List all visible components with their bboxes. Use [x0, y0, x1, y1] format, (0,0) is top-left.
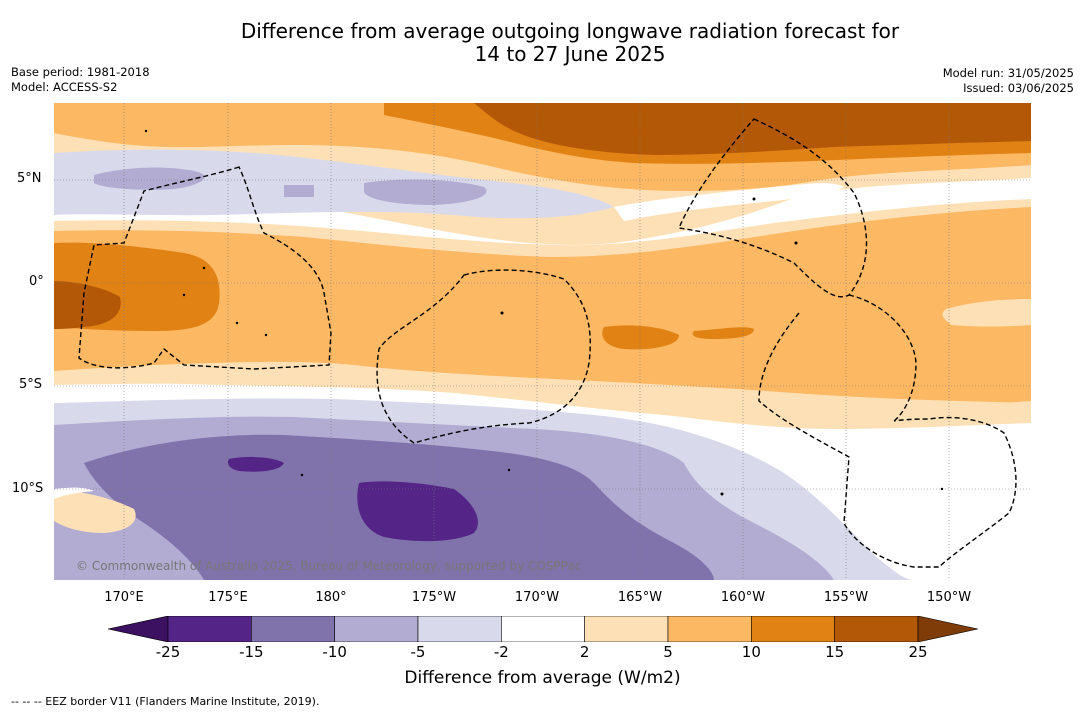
- model-run: Model run: 31/05/2025: [942, 66, 1074, 80]
- lon-tick-175w: 175°W: [411, 590, 457, 605]
- issued-date: Issued: 03/06/2025: [963, 80, 1074, 95]
- colorbar-min-arrow: [108, 616, 169, 642]
- south-deep-purple-area: [357, 481, 478, 542]
- colorbar-segments: [108, 616, 978, 642]
- lon-tick-150w: 150°W: [926, 590, 972, 605]
- graticule: [54, 103, 1031, 580]
- copyright-notice: © Commonwealth of Australia 2025, Bureau…: [76, 559, 582, 573]
- lon-tick-175e: 175°E: [208, 590, 248, 605]
- base-period: Base period: 1981-2018: [11, 65, 150, 79]
- colorbar-tick-label: 25: [908, 643, 928, 661]
- colorbar-segment: [584, 616, 669, 642]
- meta-left: Base period: 1981-2018 Model: ACCESS-S2: [11, 65, 150, 94]
- colorbar-tick-label: -2: [493, 643, 509, 661]
- model-name: Model: ACCESS-S2: [11, 79, 118, 94]
- colorbar-segment: [417, 616, 502, 642]
- colorbar-segment: [167, 616, 252, 642]
- colorbar-segment: [334, 616, 419, 642]
- southwest-light-orange-area: [54, 489, 136, 533]
- colorbar-segment: [834, 616, 919, 642]
- equatorial-orange-band: [54, 207, 1031, 403]
- lon-tick-155w: 155°W: [823, 590, 869, 605]
- olr-anomaly-map: [54, 103, 1031, 580]
- lat-tick-5s: 5°S: [19, 377, 43, 392]
- colorbar-tick-label: 10: [741, 643, 761, 661]
- colorbar-tick-label: -25: [155, 643, 181, 661]
- colorbar: [108, 616, 978, 642]
- colorbar-label: Difference from average (W/m2): [404, 668, 681, 688]
- colorbar-segment: [251, 616, 335, 642]
- colorbar-tick-label: -10: [322, 643, 347, 661]
- title-line-2: 14 to 27 June 2025: [474, 42, 666, 66]
- eez-border-kiribati-gilbert: [78, 166, 332, 370]
- north-lilac-area: [54, 149, 614, 219]
- south-deep-purple-spot: [227, 456, 284, 472]
- lon-tick-165w: 165°W: [617, 590, 663, 605]
- colorbar-tick-label: -5: [410, 643, 426, 661]
- colorbar-segment: [667, 616, 752, 642]
- colorbar-tick-label: -15: [239, 643, 264, 661]
- eez-borders: [78, 118, 1017, 568]
- map-title: Difference from average outgoing longwav…: [0, 20, 1085, 66]
- equatorial-brown-area: [54, 281, 121, 329]
- north-purple-area-2: [364, 179, 487, 205]
- equatorial-dark-orange-spot-1: [602, 325, 680, 350]
- lat-tick-0: 0°: [29, 274, 44, 289]
- colorbar-tick-label: 15: [825, 643, 845, 661]
- island-specks: [144, 129, 944, 496]
- title-line-1: Difference from average outgoing longwav…: [240, 19, 900, 43]
- eez-footnote: -- -- -- EEZ border V11 (Flanders Marine…: [11, 695, 320, 708]
- colorbar-segment: [501, 616, 585, 642]
- colorbar-tick-label: 2: [579, 643, 590, 661]
- colorbar-max-arrow: [917, 616, 978, 642]
- colorbar-tick-label: 5: [663, 643, 673, 661]
- north-purple-area-3: [284, 185, 314, 197]
- southwest-white-gap: [54, 487, 94, 499]
- eez-border-line-islands: [677, 118, 868, 298]
- lat-tick-5n: 5°N: [17, 171, 42, 186]
- lon-tick-170e: 170°E: [104, 590, 144, 605]
- eez-border-tuvalu-tokelau: [376, 269, 591, 444]
- colorbar-segment: [751, 616, 835, 642]
- lat-tick-10s: 10°S: [12, 481, 44, 496]
- eez-border-cook-north: [758, 312, 1017, 568]
- north-white-gap: [614, 183, 844, 221]
- lon-tick-170w: 170°W: [514, 590, 560, 605]
- lon-tick-180: 180°: [315, 590, 347, 605]
- south-light-orange-band: [54, 368, 1031, 429]
- lon-tick-160w: 160°W: [720, 590, 766, 605]
- north-brown-area: [474, 103, 1031, 155]
- equatorial-light-spot: [942, 299, 1031, 327]
- north-purple-area: [94, 167, 205, 190]
- meta-right: Model run: 31/05/2025 Issued: 03/06/2025: [943, 66, 1074, 95]
- equatorial-dark-orange-spot-2: [692, 327, 754, 339]
